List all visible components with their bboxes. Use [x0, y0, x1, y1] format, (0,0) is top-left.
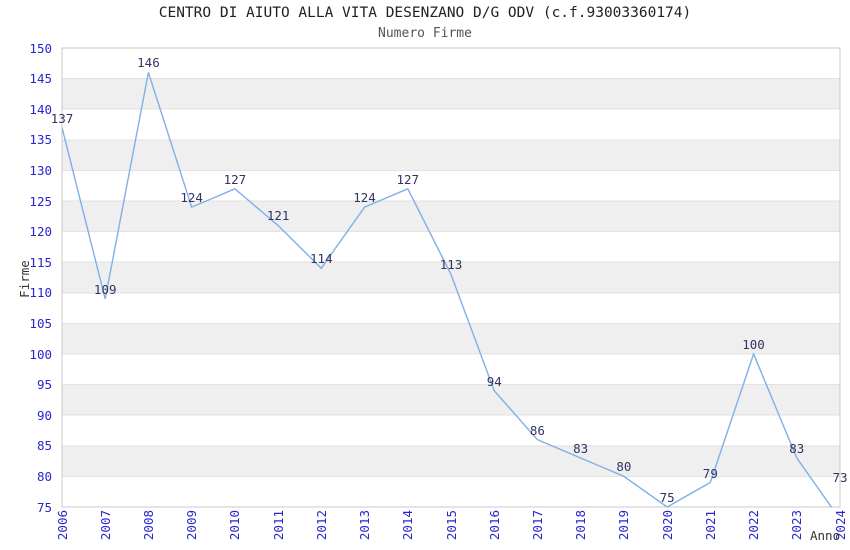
- series-line: [62, 72, 833, 507]
- x-tick-label: 2022: [746, 510, 762, 541]
- y-tick-label: 100: [29, 346, 52, 362]
- x-tick-label: 2008: [140, 510, 156, 541]
- plot-band: [62, 445, 840, 477]
- plot-band: [62, 323, 840, 354]
- x-tick-label: 2010: [227, 510, 243, 541]
- y-tick-label: 75: [36, 499, 52, 515]
- x-axis-title: Anno: [810, 528, 841, 543]
- x-tick-label: 2009: [184, 510, 200, 541]
- data-point-label: 124: [180, 190, 203, 206]
- plot-band: [62, 384, 840, 416]
- data-point-label: 114: [310, 251, 333, 267]
- y-axis-title: Firme: [17, 260, 32, 298]
- plot-band: [62, 78, 840, 110]
- data-point-label: 113: [439, 257, 463, 273]
- y-tick-label: 95: [36, 377, 52, 393]
- data-point-label: 121: [266, 208, 290, 224]
- data-point-label: 83: [789, 441, 805, 457]
- data-point-label: 109: [93, 281, 117, 297]
- y-tick-label: 105: [29, 315, 52, 331]
- y-tick-label: 120: [29, 224, 52, 240]
- x-tick-label: 2023: [789, 510, 805, 541]
- data-point-label: 80: [616, 459, 632, 475]
- data-point-label: 100: [742, 337, 765, 352]
- y-tick-label: 90: [36, 407, 52, 423]
- data-point-label: 86: [529, 422, 545, 438]
- data-point-label: 94: [486, 373, 502, 389]
- chart-title: CENTRO DI AIUTO ALLA VITA DESENZANO D/G …: [158, 5, 692, 21]
- y-tick-label: 125: [29, 193, 52, 209]
- x-tick-label: 2017: [529, 510, 545, 541]
- y-tick-label: 110: [29, 285, 52, 301]
- plot-band: [62, 139, 840, 171]
- y-tick-label: 150: [29, 40, 52, 56]
- data-point-label: 127: [223, 171, 247, 187]
- x-tick-label: 2007: [97, 510, 113, 541]
- x-tick-label: 2011: [270, 510, 286, 541]
- data-point-label: 83: [573, 441, 589, 457]
- data-point-label: 146: [137, 55, 160, 71]
- y-tick-label: 85: [36, 438, 52, 454]
- y-tick-label: 145: [29, 71, 52, 87]
- y-tick-label: 135: [29, 132, 52, 148]
- x-tick-label: 2020: [659, 510, 675, 541]
- plot-border: [61, 47, 841, 508]
- x-tick-label: 2016: [486, 510, 502, 541]
- data-point-label: 75: [659, 490, 675, 505]
- y-tick-label: 140: [29, 101, 52, 117]
- x-tick-label: 2013: [357, 510, 373, 541]
- plot-band: [62, 262, 840, 293]
- x-tick-label: 2006: [54, 510, 70, 541]
- y-tick-label: 115: [29, 254, 52, 270]
- data-point-label: 79: [702, 465, 718, 481]
- x-tick-label: 2019: [616, 510, 632, 541]
- data-point-label: 137: [50, 110, 74, 126]
- y-tick-label: 130: [29, 162, 52, 178]
- data-point-label: 73: [832, 470, 848, 485]
- data-point-label: 127: [396, 171, 420, 187]
- x-tick-label: 2014: [400, 510, 416, 541]
- x-tick-label: 2018: [573, 510, 589, 541]
- chart-subtitle: Numero Firme: [378, 26, 472, 41]
- x-tick-label: 2015: [443, 510, 459, 541]
- y-tick-label: 80: [36, 468, 52, 484]
- data-point-label: 124: [353, 190, 376, 206]
- x-tick-label: 2012: [313, 510, 329, 541]
- x-tick-label: 2021: [702, 510, 718, 541]
